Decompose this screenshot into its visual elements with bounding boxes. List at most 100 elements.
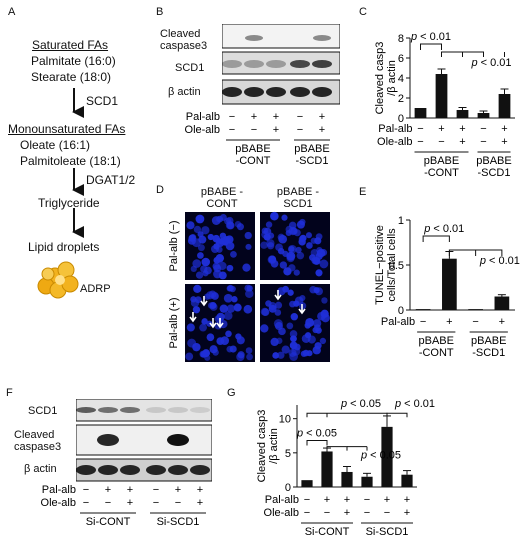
y-tick-label: 1 xyxy=(398,215,404,227)
y-tick-label: 5 xyxy=(285,448,291,460)
p-value-label: p < 0.01 xyxy=(470,57,511,69)
nucleus xyxy=(218,271,227,280)
group-label: -CONT xyxy=(419,347,454,359)
nucleus xyxy=(305,318,315,327)
blot-band xyxy=(245,35,263,41)
nucleus xyxy=(227,284,234,292)
nucleus xyxy=(315,269,323,277)
group-label: Si-CONT xyxy=(86,516,131,528)
panel-label: G xyxy=(227,387,236,399)
nucleus xyxy=(289,300,296,308)
nucleus xyxy=(270,211,279,221)
blot-band xyxy=(168,407,188,413)
nucleus xyxy=(242,263,251,272)
blot-band xyxy=(97,434,119,446)
nucleus xyxy=(295,246,302,254)
treatment-sign: − xyxy=(297,124,303,136)
sat-item: Stearate (18:0) xyxy=(31,70,112,84)
nucleus xyxy=(193,284,202,294)
blot-band xyxy=(244,87,264,97)
nucleus xyxy=(293,343,301,351)
nucleus xyxy=(278,234,288,244)
treatment-sign: + xyxy=(324,494,330,506)
nucleus xyxy=(197,231,204,238)
nucleus xyxy=(210,245,220,254)
arrow-icon xyxy=(298,304,306,315)
nucleus xyxy=(319,337,327,345)
blot-band xyxy=(120,465,140,475)
nucleus xyxy=(225,241,235,251)
panel-label: A xyxy=(8,6,16,18)
mono-header: Monounsaturated FAs xyxy=(8,122,126,136)
y-axis-label: Cleaved casp3 xyxy=(374,42,386,115)
nucleus xyxy=(195,271,204,279)
nucleus xyxy=(188,234,196,242)
nucleus xyxy=(219,304,229,313)
treatment-sign: − xyxy=(364,494,370,506)
treatment-table-f: Pal-alb − + + − + +Ole-alb − − + − − +Si-CONT Si-SCD1 xyxy=(41,484,206,528)
p-value-label: p < 0.01 xyxy=(423,223,464,235)
treatment-sign: + xyxy=(127,484,133,496)
blot-strip xyxy=(76,399,212,422)
bar-chart-e: 0 0.5 1 TUNEL−positive cells/Total cells p < … xyxy=(374,215,520,359)
treatment-sign: + xyxy=(499,316,505,328)
band-label: β actin xyxy=(168,86,201,98)
treatment-label: Ole-alb xyxy=(377,136,412,148)
p-value-label: p < 0.05 xyxy=(360,450,401,462)
nucleus xyxy=(225,235,234,244)
nucleus xyxy=(220,336,230,345)
blot-strip xyxy=(76,424,212,456)
blot-band xyxy=(76,465,96,475)
group-label: -CONT xyxy=(424,167,459,179)
group-label: Si-SCD1 xyxy=(157,516,200,528)
nucleus xyxy=(313,287,320,294)
nucleus xyxy=(260,241,268,249)
blot-band xyxy=(222,60,242,68)
nucleus xyxy=(266,239,275,248)
bar xyxy=(401,474,413,487)
sig-bracket xyxy=(386,412,408,418)
nucleus xyxy=(286,253,295,263)
nucleus xyxy=(312,319,322,328)
nucleus xyxy=(306,350,313,357)
nucleus xyxy=(275,243,283,252)
y-axis-label: TUNEL−positive xyxy=(374,225,386,305)
panel-label: D xyxy=(156,184,164,196)
bar xyxy=(498,94,511,118)
nucleus xyxy=(312,346,321,355)
treatment-sign: − xyxy=(153,497,159,509)
treatment-sign: + xyxy=(319,111,325,123)
bar xyxy=(442,258,457,310)
blot-band xyxy=(98,407,118,413)
nucleus xyxy=(230,250,237,258)
nucleus xyxy=(273,319,283,329)
blot-strip xyxy=(222,51,340,75)
bar xyxy=(494,296,510,310)
treatment-sign: − xyxy=(384,507,390,519)
nucleus xyxy=(282,250,289,257)
nucleus xyxy=(211,216,221,225)
nucleus xyxy=(243,304,253,314)
sig-bracket xyxy=(420,43,442,50)
group-label: pBABE xyxy=(424,155,459,167)
nucleus xyxy=(226,345,234,353)
treatment-sign: − xyxy=(472,316,478,328)
enzyme-label: SCD1 xyxy=(86,94,119,108)
treatment-sign: + xyxy=(273,124,279,136)
sig-bracket xyxy=(306,412,388,418)
treatment-sign: − xyxy=(83,484,89,496)
blot-band xyxy=(190,407,210,413)
blot-band xyxy=(266,60,286,68)
nucleus xyxy=(282,285,289,293)
pathway-arrows xyxy=(37,88,84,299)
arrow-icon xyxy=(189,312,197,323)
sat-header: Saturated FAs xyxy=(32,38,109,52)
nucleus xyxy=(299,294,306,302)
group-label: -SCD1 xyxy=(472,347,505,359)
enzyme-label: DGAT1/2 xyxy=(86,173,136,187)
nucleus xyxy=(270,337,279,347)
nucleus xyxy=(192,342,201,352)
nucleus xyxy=(236,223,244,231)
nucleus xyxy=(260,324,269,333)
group-label: pBABE xyxy=(471,335,506,347)
